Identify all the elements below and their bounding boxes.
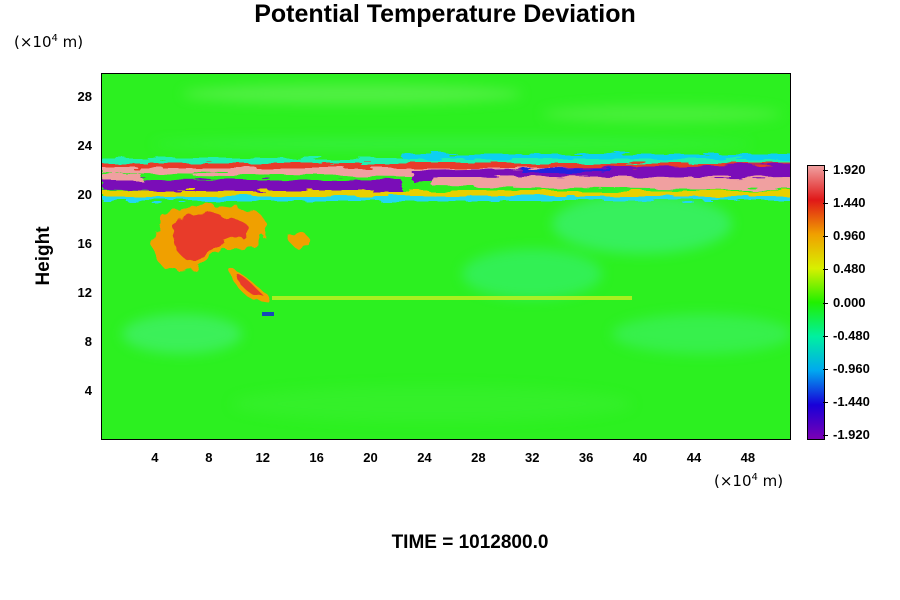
x-tick-label: 12 xyxy=(255,450,270,465)
colorbar-tick xyxy=(823,269,828,271)
colorbar-tick xyxy=(823,368,828,370)
x-tick-label: 4 xyxy=(151,450,159,465)
colorbar-label: 1.920 xyxy=(833,162,866,177)
warm-plume xyxy=(153,204,308,303)
chart-title: Potential Temperature Deviation xyxy=(254,0,636,28)
field-background xyxy=(102,74,790,439)
trail-features xyxy=(262,296,632,316)
y-unit-prefix: (×10 xyxy=(14,33,52,51)
colorbar-label: 0.480 xyxy=(833,261,866,277)
x-tick-label: 8 xyxy=(205,450,213,465)
colorbar-tick xyxy=(823,203,828,205)
y-tick-label: 12 xyxy=(77,285,92,301)
x-tick-label: 40 xyxy=(632,450,648,465)
plot-area xyxy=(101,73,791,440)
colorbar-tick xyxy=(823,335,828,337)
y-tick-label: 8 xyxy=(84,334,92,350)
x-tick-label: 28 xyxy=(471,450,486,465)
thermal-layer xyxy=(102,163,790,201)
x-tick-label: 36 xyxy=(578,450,594,465)
x-unit-exponent: 4 xyxy=(751,472,758,483)
y-tick-label: 28 xyxy=(77,89,92,105)
y-unit-suffix: m) xyxy=(57,33,84,51)
colorbar-tick xyxy=(823,302,828,304)
colorbar-label: -1.920 xyxy=(833,427,870,442)
colorbar-label: -0.480 xyxy=(833,327,870,343)
x-unit-suffix: m) xyxy=(757,472,784,490)
colorbar-label: 0.000 xyxy=(833,294,866,310)
upper-cyan-band xyxy=(102,154,790,164)
x-tick-label: 24 xyxy=(417,450,432,465)
y-tick-label: 16 xyxy=(77,236,92,252)
x-unit-prefix: (×10 xyxy=(714,472,752,490)
colorbar-label: -1.440 xyxy=(833,393,870,409)
colorbar-label: 1.440 xyxy=(833,195,866,211)
x-tick-label: 48 xyxy=(740,450,756,465)
heatmap-field xyxy=(102,74,790,439)
x-tick-label: 44 xyxy=(686,450,702,465)
field-texture xyxy=(122,84,790,422)
x-tick-label: 32 xyxy=(525,450,540,465)
colorbar-tick xyxy=(823,236,828,238)
colorbar-label: -0.960 xyxy=(833,360,870,376)
y-axis-unit: (×104 m) xyxy=(14,33,83,51)
time-footer: TIME = 1012800.0 xyxy=(391,532,549,553)
y-tick-label: 20 xyxy=(77,187,92,203)
x-tick-label: 16 xyxy=(309,450,324,465)
x-axis-unit: (×104 m) xyxy=(714,472,783,490)
colorbar-label: 0.960 xyxy=(833,228,866,244)
x-tick-label: 20 xyxy=(363,450,378,465)
colorbar-tick xyxy=(823,170,828,171)
y-unit-exponent: 4 xyxy=(51,33,58,44)
y-tick-label: 24 xyxy=(77,138,92,154)
y-tick-label: 4 xyxy=(84,383,92,399)
colorbar-tick xyxy=(823,401,828,403)
colorbar-tick xyxy=(823,435,828,436)
